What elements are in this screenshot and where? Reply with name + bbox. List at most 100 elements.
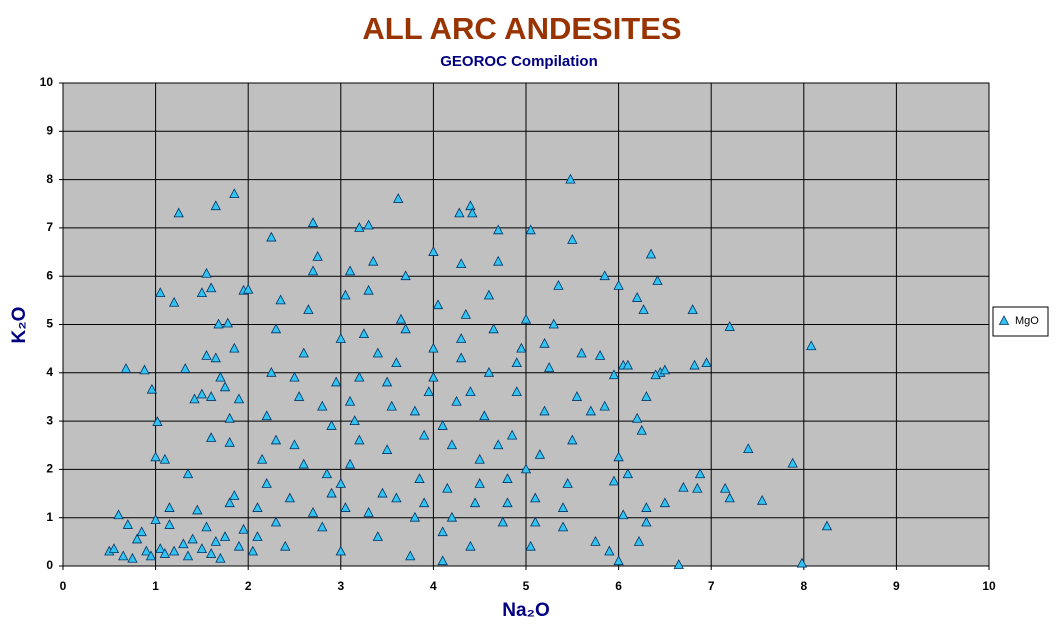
point xyxy=(386,400,397,411)
point xyxy=(622,468,634,479)
point xyxy=(307,265,319,276)
point xyxy=(205,548,217,558)
point xyxy=(613,451,624,462)
point xyxy=(349,415,360,425)
point xyxy=(152,416,163,426)
point xyxy=(502,497,513,508)
point xyxy=(516,342,527,353)
point xyxy=(340,502,351,512)
legend-label: MgO xyxy=(1015,315,1039,327)
point xyxy=(493,439,504,450)
point xyxy=(806,340,817,351)
point xyxy=(442,482,453,493)
point xyxy=(608,369,620,380)
point xyxy=(474,453,485,464)
point xyxy=(645,248,657,259)
point xyxy=(511,357,522,368)
point xyxy=(270,323,282,334)
chart-subtitle: GEOROC Compilation xyxy=(440,53,598,70)
point xyxy=(289,439,300,450)
point xyxy=(652,275,663,285)
point xyxy=(164,502,175,512)
point xyxy=(613,555,624,566)
point xyxy=(539,337,550,348)
point xyxy=(428,371,439,382)
point xyxy=(145,550,157,561)
point xyxy=(636,424,647,435)
y-tick-label: 8 xyxy=(46,172,53,186)
point xyxy=(233,393,245,404)
point xyxy=(585,405,596,416)
point xyxy=(321,468,333,479)
y-tick-label: 9 xyxy=(46,123,53,137)
point xyxy=(201,521,212,532)
point xyxy=(344,265,356,276)
point xyxy=(210,352,221,363)
y-tick-label: 6 xyxy=(46,268,53,282)
point xyxy=(428,342,439,353)
point xyxy=(641,502,652,512)
point xyxy=(432,299,444,310)
x-tick-label: 4 xyxy=(430,579,437,593)
point xyxy=(381,444,393,454)
point xyxy=(113,509,124,520)
point xyxy=(724,321,735,331)
point xyxy=(437,526,448,537)
point xyxy=(641,516,652,527)
point xyxy=(326,487,337,498)
point xyxy=(354,371,365,382)
point xyxy=(599,270,610,281)
point xyxy=(465,386,476,397)
x-tick-label: 6 xyxy=(615,579,622,593)
point xyxy=(141,545,152,556)
point xyxy=(189,393,200,404)
chart-title: ALL ARC ANDESITES xyxy=(362,11,681,46)
point xyxy=(659,497,671,508)
x-tick-label: 0 xyxy=(60,579,67,593)
point xyxy=(252,531,263,541)
point xyxy=(312,251,323,261)
point xyxy=(456,333,467,343)
point xyxy=(331,376,342,387)
point xyxy=(446,439,458,450)
x-tick-label: 3 xyxy=(337,579,344,593)
point xyxy=(659,364,671,375)
point xyxy=(525,224,536,235)
point xyxy=(571,391,583,401)
point xyxy=(229,342,240,353)
point xyxy=(215,371,226,382)
point xyxy=(599,400,610,411)
point xyxy=(548,318,559,329)
point xyxy=(423,386,434,397)
point xyxy=(694,468,706,479)
point xyxy=(567,234,578,244)
point xyxy=(613,280,624,290)
point xyxy=(534,449,546,459)
point xyxy=(465,200,476,211)
point xyxy=(317,400,328,411)
point xyxy=(506,429,518,440)
point xyxy=(562,478,573,488)
point xyxy=(196,388,208,399)
point xyxy=(796,557,808,568)
point xyxy=(391,357,402,368)
point xyxy=(192,504,203,515)
point xyxy=(243,283,254,294)
point xyxy=(335,478,346,488)
point xyxy=(201,350,212,360)
point xyxy=(252,502,263,512)
point xyxy=(372,347,384,358)
point xyxy=(543,362,555,372)
point xyxy=(414,473,425,483)
point xyxy=(127,552,138,563)
point xyxy=(756,494,768,505)
point xyxy=(633,535,645,546)
point xyxy=(326,420,337,430)
point xyxy=(118,550,129,561)
point xyxy=(641,391,652,401)
point xyxy=(205,282,217,293)
point xyxy=(289,371,300,382)
y-tick-label: 7 xyxy=(46,220,53,234)
point xyxy=(238,523,249,534)
